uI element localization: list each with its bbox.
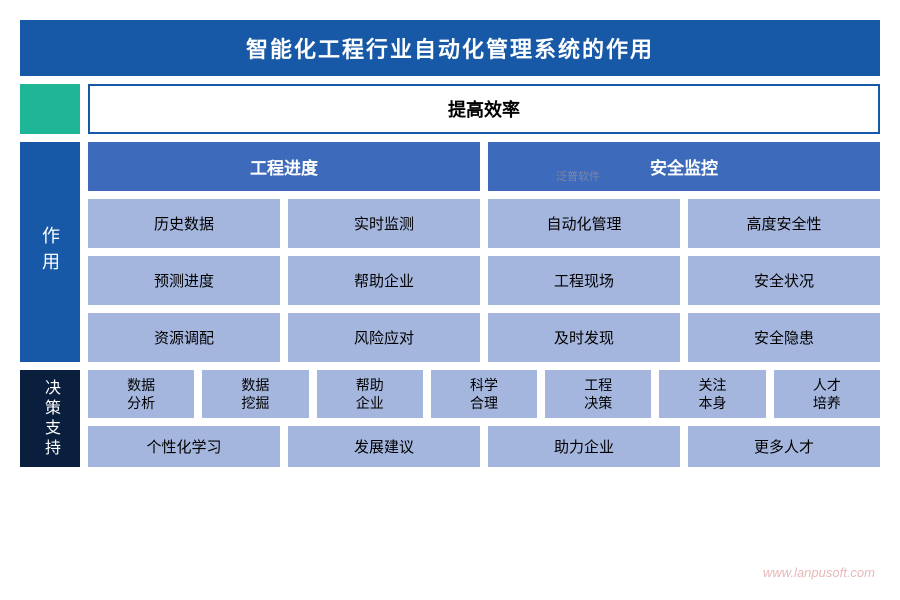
header-cell: 工程进度: [88, 142, 480, 191]
grid-cell: 帮助企业: [288, 256, 480, 305]
bottom-cell: 人才培养: [774, 370, 880, 418]
subtitle: 提高效率: [88, 84, 880, 134]
header-row: 工程进度 安全监控: [88, 142, 880, 191]
bottom-cell: 数据分析: [88, 370, 194, 418]
grid-cell: 工程现场: [488, 256, 680, 305]
bottom-row-7: 数据分析 数据挖掘 帮助企业 科学合理 工程决策 关注本身 人才培养: [88, 370, 880, 418]
bottom-cell: 关注本身: [659, 370, 765, 418]
grid-row: 历史数据 实时监测 自动化管理 高度安全性: [88, 199, 880, 248]
bottom-cell: 个性化学习: [88, 426, 280, 467]
bottom-cell: 帮助企业: [317, 370, 423, 418]
subtitle-row: 提高效率: [20, 84, 880, 134]
grid-cell: 实时监测: [288, 199, 480, 248]
section-1: 作用 工程进度 安全监控 历史数据 实时监测 自动化管理 高度安全性 预测进度 …: [20, 142, 880, 362]
grid-cell: 历史数据: [88, 199, 280, 248]
header-cell: 安全监控: [488, 142, 880, 191]
watermark-url: www.lanpusoft.com: [763, 565, 875, 580]
bottom-cell: 科学合理: [431, 370, 537, 418]
section-2-content: 数据分析 数据挖掘 帮助企业 科学合理 工程决策 关注本身 人才培养 个性化学习…: [88, 370, 880, 467]
section-2: 决策支持 数据分析 数据挖掘 帮助企业 科学合理 工程决策 关注本身 人才培养 …: [20, 370, 880, 467]
bottom-cell: 发展建议: [288, 426, 480, 467]
diagram-container: 智能化工程行业自动化管理系统的作用 提高效率 作用 工程进度 安全监控 历史数据…: [20, 20, 880, 467]
grid-cell: 高度安全性: [688, 199, 880, 248]
bottom-cell: 更多人才: [688, 426, 880, 467]
grid-row: 资源调配 风险应对 及时发现 安全隐患: [88, 313, 880, 362]
grid-cell: 安全隐患: [688, 313, 880, 362]
grid-row: 预测进度 帮助企业 工程现场 安全状况: [88, 256, 880, 305]
teal-accent-box: [20, 84, 80, 134]
watermark-brand: 泛普软件: [556, 168, 600, 184]
grid-cell: 安全状况: [688, 256, 880, 305]
grid-cell: 资源调配: [88, 313, 280, 362]
section-1-content: 工程进度 安全监控 历史数据 实时监测 自动化管理 高度安全性 预测进度 帮助企…: [88, 142, 880, 362]
bottom-cell: 数据挖掘: [202, 370, 308, 418]
bottom-cell: 工程决策: [545, 370, 651, 418]
side-label-2: 决策支持: [20, 370, 80, 467]
side-label-1: 作用: [20, 142, 80, 362]
grid-cell: 预测进度: [88, 256, 280, 305]
grid-cell: 及时发现: [488, 313, 680, 362]
grid-cell: 风险应对: [288, 313, 480, 362]
main-title: 智能化工程行业自动化管理系统的作用: [20, 20, 880, 76]
bottom-row-4: 个性化学习 发展建议 助力企业 更多人才: [88, 426, 880, 467]
grid-cell: 自动化管理: [488, 199, 680, 248]
bottom-cell: 助力企业: [488, 426, 680, 467]
